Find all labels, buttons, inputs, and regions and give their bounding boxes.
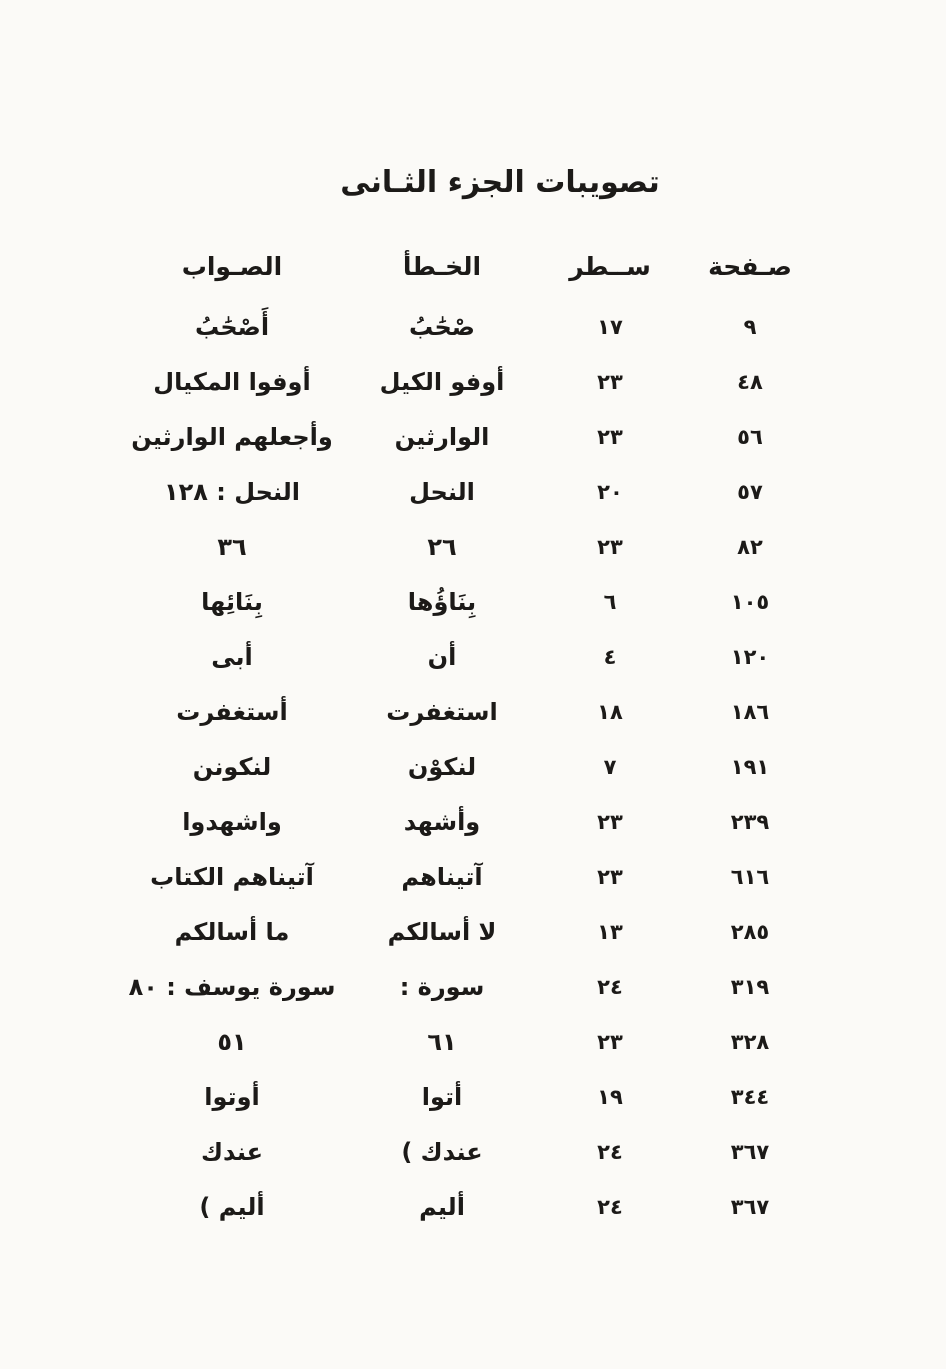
page-number-cell: ٣٤٤ xyxy=(730,1084,770,1109)
line-number-cell: ٢٤ xyxy=(597,974,623,999)
correction-text-cell: ٣٦ xyxy=(217,533,247,562)
page-number-cell: ٢٨٥ xyxy=(730,919,770,944)
correction-text-cell: وأجعلهم الوارثين xyxy=(131,423,333,452)
page-number-cell: ٤٨ xyxy=(737,369,763,394)
line-number-cell: ٧ xyxy=(603,754,617,779)
table-row: ٦١٦ ٢٣ آتيناهم آتيناهم الكتاب xyxy=(120,850,820,905)
error-text-cell: لنكوْن xyxy=(407,753,477,782)
correction-text-cell: أليم ) xyxy=(199,1193,265,1222)
line-number-cell: ٢٣ xyxy=(597,1029,623,1054)
table-row: ٢٣٩ ٢٣ وأشهد واشهدوا xyxy=(120,795,820,850)
table-body: ٩ ١٧ صْحَٰبُ أَصْحَٰبُ ٤٨ ٢٣ أوفو الكيل … xyxy=(120,300,820,1235)
table-row: ٣٢٨ ٢٣ ٦١ ٥١ xyxy=(120,1015,820,1070)
table-row: ٥٧ ٢٠ النحل النحل : ١٢٨ xyxy=(120,465,820,520)
correction-text-cell: أوفوا المكيال xyxy=(153,368,311,397)
error-text-cell: الوارثين xyxy=(394,423,490,452)
line-number-cell: ٢٠ xyxy=(597,479,623,504)
correction-text-cell: عندك xyxy=(200,1138,264,1167)
table-row: ٤٨ ٢٣ أوفو الكيل أوفوا المكيال xyxy=(120,355,820,410)
table-row: ١٠٥ ٦ بِنَاؤُها بِنَائِها xyxy=(120,575,820,630)
page-number-cell: ٩ xyxy=(743,314,757,339)
page-number-cell: ٢٣٩ xyxy=(730,809,770,834)
line-number-cell: ٢٣ xyxy=(597,534,623,559)
error-text-cell: صْحَٰبُ xyxy=(409,313,475,342)
table-row: ٣٦٧ ٢٤ أليم أليم ) xyxy=(120,1180,820,1235)
page-number-cell: ١٢٠ xyxy=(730,644,770,669)
line-number-cell: ١٣ xyxy=(597,919,623,944)
column-header-error: الخـطأ xyxy=(402,252,482,282)
error-text-cell: عندك ) xyxy=(401,1138,483,1167)
table-row: ٣٤٤ ١٩ أتوا أوتوا xyxy=(120,1070,820,1125)
line-number-cell: ٢٤ xyxy=(597,1194,623,1219)
table-row: ٣٦٧ ٢٤ عندك ) عندك xyxy=(120,1125,820,1180)
error-text-cell: النحل xyxy=(409,478,475,507)
correction-text-cell: ما أسالكم xyxy=(174,918,290,947)
correction-text-cell: أبى xyxy=(211,643,253,672)
page-number-cell: ٣١٩ xyxy=(730,974,770,999)
error-text-cell: أليم xyxy=(419,1193,465,1222)
error-text-cell: أن xyxy=(427,643,457,672)
error-text-cell: آتيناهم xyxy=(401,863,483,892)
table-row: ٥٦ ٢٣ الوارثين وأجعلهم الوارثين xyxy=(120,410,820,465)
error-text-cell: لا أسالكم xyxy=(387,918,497,947)
line-number-cell: ٦ xyxy=(603,589,617,614)
error-text-cell: وأشهد xyxy=(403,808,481,837)
correction-text-cell: سورة يوسف : ٨٠ xyxy=(128,973,336,1002)
correction-text-cell: واشهدوا xyxy=(182,808,282,837)
table-row: ١٢٠ ٤ أن أبى xyxy=(120,630,820,685)
table-row: ٨٢ ٢٣ ٢٦ ٣٦ xyxy=(120,520,820,575)
column-header-line: ســطر xyxy=(569,252,651,282)
page-title: تصويبات الجزء الثـانى xyxy=(340,165,660,200)
table-row: ٣١٩ ٢٤ سورة : سورة يوسف : ٨٠ xyxy=(120,960,820,1015)
errata-table: صـفحة ســطر الخـطأ الصـواب ٩ ١٧ صْحَٰبُ … xyxy=(120,238,820,1235)
correction-text-cell: لنكونن xyxy=(192,753,272,782)
page-number-cell: ٨٢ xyxy=(737,534,763,559)
correction-text-cell: النحل : ١٢٨ xyxy=(163,478,300,507)
page-number-cell: ٦١٦ xyxy=(730,864,770,889)
error-text-cell: بِنَاؤُها xyxy=(407,588,477,617)
page-number-cell: ١٩١ xyxy=(730,754,770,779)
correction-text-cell: أوتوا xyxy=(204,1083,260,1112)
table-row: ١٨٦ ١٨ استغفرت أستغفرت xyxy=(120,685,820,740)
page-number-cell: ٣٢٨ xyxy=(730,1029,770,1054)
line-number-cell: ١٨ xyxy=(597,699,623,724)
line-number-cell: ٢٣ xyxy=(597,424,623,449)
line-number-cell: ٢٣ xyxy=(597,809,623,834)
page-number-cell: ٥٦ xyxy=(737,424,763,449)
error-text-cell: أتوا xyxy=(421,1083,463,1112)
page-number-cell: ٣٦٧ xyxy=(730,1194,770,1219)
line-number-cell: ١٧ xyxy=(597,314,623,339)
table-row: ٩ ١٧ صْحَٰبُ أَصْحَٰبُ xyxy=(120,300,820,355)
error-text-cell: ٦١ xyxy=(427,1028,457,1057)
correction-text-cell: أَصْحَٰبُ xyxy=(194,313,270,342)
line-number-cell: ٢٤ xyxy=(597,1139,623,1164)
error-text-cell: أوفو الكيل xyxy=(379,368,505,397)
table-row: ١٩١ ٧ لنكوْن لنكونن xyxy=(120,740,820,795)
table-header-row: صـفحة ســطر الخـطأ الصـواب xyxy=(120,238,820,296)
correction-text-cell: آتيناهم الكتاب xyxy=(150,863,314,892)
page-number-cell: ٥٧ xyxy=(737,479,763,504)
error-text-cell: سورة : xyxy=(399,973,485,1002)
page-number-cell: ١٨٦ xyxy=(730,699,770,724)
correction-text-cell: بِنَائِها xyxy=(201,588,263,617)
error-text-cell: استغفرت xyxy=(386,698,498,727)
line-number-cell: ٤ xyxy=(603,644,617,669)
table-row: ٢٨٥ ١٣ لا أسالكم ما أسالكم xyxy=(120,905,820,960)
column-header-page: صـفحة xyxy=(708,252,792,282)
line-number-cell: ٢٣ xyxy=(597,864,623,889)
correction-text-cell: أستغفرت xyxy=(176,698,288,727)
correction-text-cell: ٥١ xyxy=(217,1028,247,1057)
line-number-cell: ٢٣ xyxy=(597,369,623,394)
column-header-correction: الصـواب xyxy=(181,252,283,282)
page-number-cell: ١٠٥ xyxy=(730,589,770,614)
error-text-cell: ٢٦ xyxy=(427,533,457,562)
page-number-cell: ٣٦٧ xyxy=(730,1139,770,1164)
errata-content: تصويبات الجزء الثـانى صـفحة ســطر الخـطأ… xyxy=(120,165,880,1235)
line-number-cell: ١٩ xyxy=(597,1084,623,1109)
